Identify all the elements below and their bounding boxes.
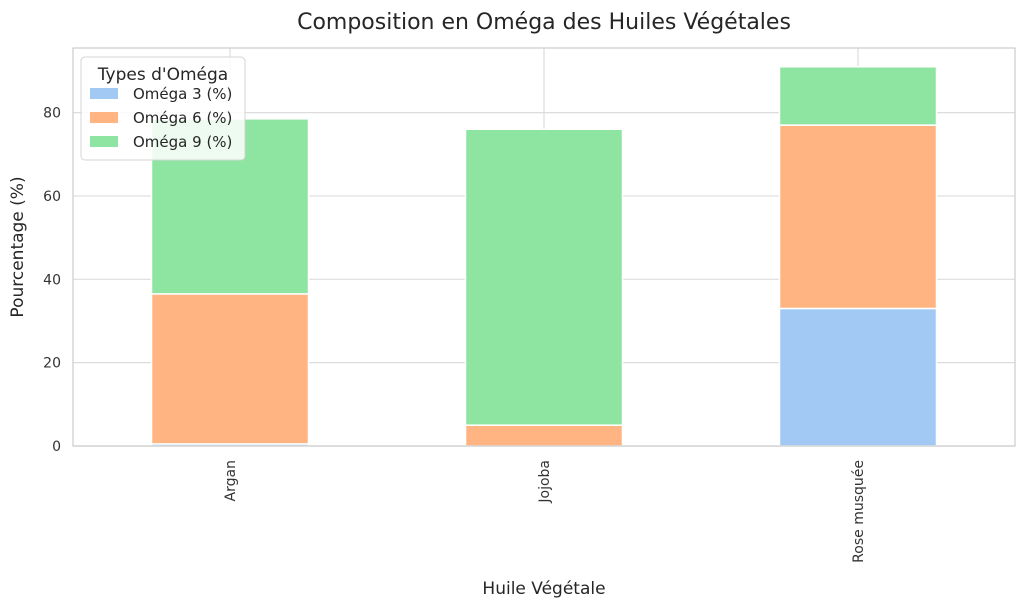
legend-label: Oméga 6 (%) (133, 109, 232, 127)
y-tick-label: 40 (43, 272, 61, 288)
y-axis-title: Pourcentage (%) (8, 176, 28, 317)
bar-segment (778, 307, 938, 447)
bars (150, 66, 938, 447)
y-tick-label: 60 (43, 189, 61, 205)
bar-segment (464, 424, 624, 447)
legend: Types d'Oméga Oméga 3 (%)Oméga 6 (%)Omég… (80, 56, 246, 161)
legend-items: Oméga 3 (%) Oméga 6 (%) Oméga 9 (%) (90, 85, 232, 151)
chart-title: Composition en Oméga des Huiles Végétale… (297, 10, 791, 35)
x-axis-title: Huile Végétale (482, 579, 605, 599)
x-tick-label: Jojoba (537, 460, 553, 504)
bar-segment (464, 128, 624, 426)
legend-swatch (90, 112, 118, 123)
y-tick-label: 0 (52, 439, 61, 455)
bar-segment (150, 293, 310, 445)
bar-segment (778, 66, 938, 126)
legend-swatch (90, 88, 118, 99)
x-axis-ticks: Argan Jojoba Rose musquée (223, 460, 867, 563)
legend-label: Oméga 9 (%) (133, 133, 232, 151)
legend-title: Types d'Oméga (97, 65, 228, 85)
plot-frame (72, 47, 1016, 447)
legend-box (80, 56, 246, 161)
y-tick-label: 20 (43, 356, 61, 372)
legend-label: Oméga 3 (%) (133, 85, 232, 103)
x-tick-label: Rose musquée (851, 460, 867, 563)
y-axis-ticks: 0 20 40 60 80 (43, 106, 61, 455)
y-tick-label: 80 (43, 106, 61, 122)
bar-segment (778, 124, 938, 310)
legend-swatch (90, 136, 118, 147)
x-tick-label: Argan (223, 460, 239, 501)
